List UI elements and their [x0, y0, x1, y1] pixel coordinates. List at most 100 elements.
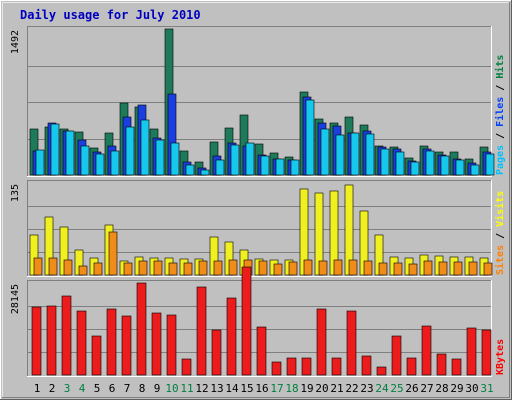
x-tick-day-6: 6 — [109, 382, 116, 395]
bar-kbytes-day-7 — [121, 315, 132, 376]
x-tick-day-10: 10 — [165, 382, 178, 395]
legend-entry: / — [495, 127, 506, 145]
bar-pages-day-6 — [110, 150, 120, 176]
bar-sites-day-19 — [303, 259, 313, 276]
bar-pages-day-10 — [170, 142, 180, 176]
bar-sites-day-29 — [453, 261, 463, 276]
bar-sites-day-22 — [348, 259, 358, 276]
bar-kbytes-day-17 — [271, 361, 282, 376]
bar-pages-day-25 — [395, 151, 405, 176]
bar-kbytes-day-27 — [421, 325, 432, 376]
bar-kbytes-day-23 — [361, 355, 372, 376]
series-legend: KBytes — [495, 339, 506, 375]
bar-kbytes-day-13 — [211, 329, 222, 376]
bar-pages-day-29 — [455, 159, 465, 176]
x-axis-labels: 1 2 3 4 5 6 7 8 9 10 11 12 13 14 15 16 17 18 19 20 21 22 23 24 2… — [34, 382, 494, 395]
bar-pages-day-31 — [485, 153, 495, 176]
bar-kbytes-day-3 — [61, 295, 72, 376]
bar-pages-day-20 — [320, 128, 330, 176]
x-tick-day-30: 30 — [465, 382, 478, 395]
series-legend: Pages / Files / Hits — [494, 55, 506, 175]
x-tick-day-12: 12 — [195, 382, 208, 395]
bar-sites-day-8 — [138, 260, 148, 276]
bar-kbytes-day-8 — [136, 282, 147, 376]
legend-entry: Sites — [494, 245, 506, 275]
chart-panels: 1492 Pages / Files / Hits 135 Sites / Visit… — [10, 26, 506, 377]
bar-sites-day-11 — [183, 262, 193, 276]
bar-kbytes-day-31 — [481, 329, 492, 376]
legend-entry: Pages — [495, 145, 506, 175]
bar-pages-day-1 — [35, 149, 45, 176]
bar-pages-day-7 — [125, 126, 135, 176]
x-tick-day-14: 14 — [225, 382, 239, 395]
x-tick-day-15: 15 — [240, 382, 253, 395]
bar-pages-day-27 — [425, 150, 435, 176]
bar-pages-day-2 — [50, 123, 60, 176]
bar-kbytes-day-22 — [346, 310, 357, 376]
bar-sites-day-16 — [258, 260, 268, 276]
legend-entry: / — [495, 227, 506, 245]
bar-pages-day-14 — [230, 144, 240, 176]
series-legend: Sites / Visits — [494, 191, 506, 275]
bar-pages-day-16 — [260, 155, 270, 176]
bar-sites-day-21 — [333, 259, 343, 276]
bar-kbytes-day-10 — [166, 314, 177, 376]
x-tick-day-24: 24 — [375, 382, 389, 395]
x-tick-day-8: 8 — [139, 382, 146, 395]
x-tick-day-20: 20 — [315, 382, 328, 395]
bar-kbytes-day-6 — [106, 308, 117, 376]
bar-sites-day-27 — [423, 260, 433, 276]
bar-sites-day-7 — [123, 262, 133, 276]
bar-sites-day-14 — [228, 259, 238, 276]
bar-sites-day-24 — [378, 262, 388, 276]
bar-kbytes-day-2 — [46, 305, 57, 376]
bar-sites-day-10 — [168, 262, 178, 276]
bar-sites-day-18 — [288, 261, 298, 276]
bar-sites-day-9 — [153, 260, 163, 276]
bar-kbytes-day-11 — [181, 358, 192, 376]
x-tick-day-21: 21 — [330, 382, 343, 395]
x-tick-day-9: 9 — [154, 382, 161, 395]
bar-pages-day-19 — [305, 99, 315, 176]
bar-pages-day-15 — [245, 142, 255, 176]
panel-hits_files_pages: 1492 Pages / Files / Hits — [10, 26, 506, 177]
x-tick-day-19: 19 — [300, 382, 313, 395]
bar-pages-day-9 — [155, 139, 165, 176]
x-tick-day-18: 18 — [285, 382, 298, 395]
bar-pages-day-13 — [215, 159, 225, 176]
chart-title: Daily usage for July 2010 — [20, 8, 201, 22]
bar-pages-day-22 — [350, 132, 360, 176]
bar-pages-day-11 — [185, 164, 195, 176]
legend-entry: Hits — [494, 55, 506, 79]
bar-kbytes-day-28 — [436, 353, 447, 376]
x-tick-day-5: 5 — [94, 382, 101, 395]
bar-kbytes-day-1 — [31, 306, 42, 376]
bar-pages-day-26 — [410, 161, 420, 176]
bar-sites-day-28 — [438, 261, 448, 276]
bar-sites-day-17 — [273, 263, 283, 276]
bar-sites-day-30 — [468, 261, 478, 276]
bar-kbytes-day-26 — [406, 357, 417, 376]
bar-kbytes-day-15 — [241, 266, 252, 376]
bar-pages-day-18 — [290, 159, 300, 176]
legend-entry: Visits — [494, 191, 506, 227]
bar-sites-day-25 — [393, 262, 403, 276]
y-max-label: 28145 — [10, 284, 21, 314]
bar-kbytes-day-18 — [286, 357, 297, 376]
bar-pages-day-5 — [95, 153, 105, 176]
x-tick-day-13: 13 — [210, 382, 223, 395]
bar-kbytes-day-14 — [226, 297, 237, 376]
bar-sites-day-23 — [363, 260, 373, 276]
bar-kbytes-day-19 — [301, 357, 312, 376]
legend-entry: KBytes — [495, 339, 506, 375]
x-tick-day-27: 27 — [420, 382, 433, 395]
bar-pages-day-21 — [335, 134, 345, 176]
x-tick-day-26: 26 — [405, 382, 418, 395]
bar-sites-day-2 — [48, 257, 58, 276]
bar-kbytes-day-30 — [466, 327, 477, 376]
x-tick-day-11: 11 — [180, 382, 193, 395]
bar-sites-day-13 — [213, 260, 223, 276]
bar-pages-day-8 — [140, 119, 150, 176]
bar-kbytes-day-16 — [256, 326, 267, 376]
